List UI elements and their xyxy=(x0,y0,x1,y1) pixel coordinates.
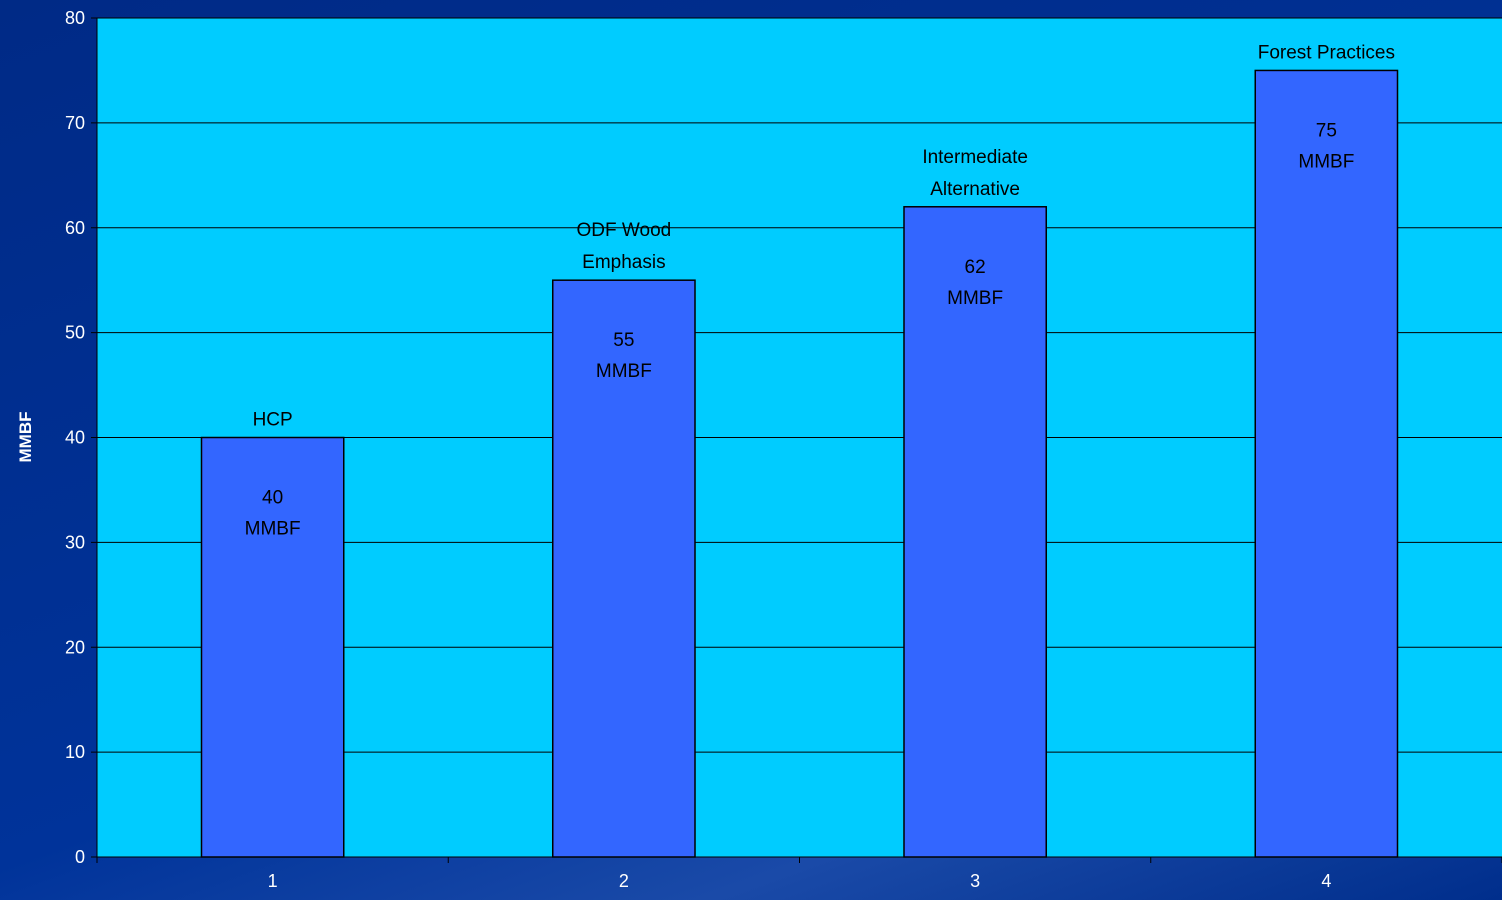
bar xyxy=(903,206,1048,858)
x-tick-label: 3 xyxy=(970,871,980,891)
bar xyxy=(551,279,696,858)
y-tick-label: 50 xyxy=(65,323,85,343)
data-label: 75 xyxy=(1316,120,1337,141)
bar xyxy=(200,436,345,858)
category-label: Forest Practices xyxy=(1258,42,1395,63)
data-label: 55 xyxy=(613,330,634,351)
bars xyxy=(200,69,1399,858)
x-tick-label: 4 xyxy=(1321,871,1331,891)
data-label: MMBF xyxy=(596,361,652,382)
y-tick-label: 70 xyxy=(65,113,85,133)
y-tick-label: 10 xyxy=(65,742,85,762)
data-label: MMBF xyxy=(245,519,301,540)
category-label: ODF Wood xyxy=(577,220,672,241)
y-tick-label: 0 xyxy=(75,847,85,867)
data-label: MMBF xyxy=(947,288,1003,309)
x-tick-label: 1 xyxy=(268,871,278,891)
category-label: HCP xyxy=(253,410,293,431)
data-label: 40 xyxy=(262,488,283,509)
y-tick-label: 80 xyxy=(65,8,85,28)
labels: HCP 40 MMBF ODF Wood Emphasis 55 MMBF Intermedi… xyxy=(245,42,1395,539)
x-tick-label: 2 xyxy=(619,871,629,891)
y-tick-label: 60 xyxy=(65,218,85,238)
category-label: Intermediate xyxy=(922,147,1028,168)
bar xyxy=(1254,69,1399,858)
y-axis-label: MMBF xyxy=(16,412,35,463)
axes: 0 10 20 30 40 50 60 70 80 1 2 3 4 xyxy=(65,8,1502,891)
y-tick-label: 20 xyxy=(65,637,85,657)
y-tick-label: 30 xyxy=(65,532,85,552)
data-label: 62 xyxy=(965,257,986,278)
y-tick-label: 40 xyxy=(65,428,85,448)
data-label: MMBF xyxy=(1298,151,1354,172)
category-label: Alternative xyxy=(930,179,1020,200)
category-label: Emphasis xyxy=(582,252,665,273)
